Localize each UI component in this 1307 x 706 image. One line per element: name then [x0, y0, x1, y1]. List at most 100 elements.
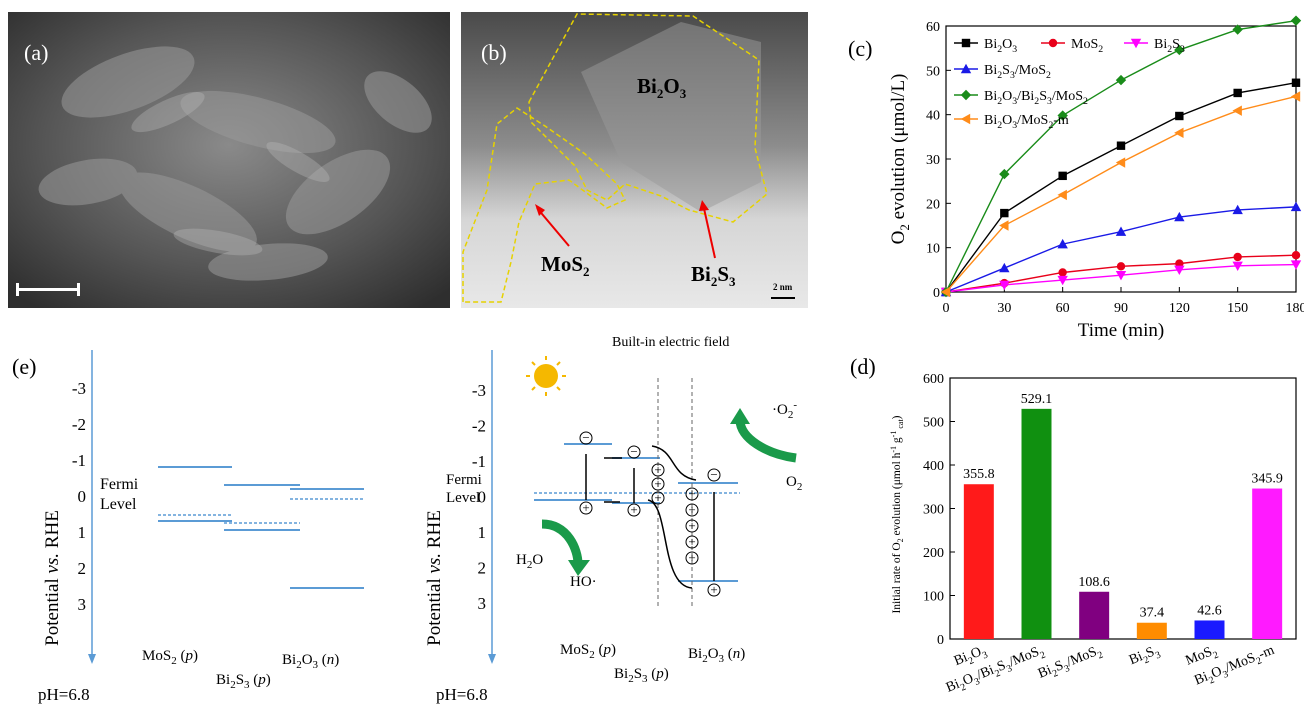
- data-point: [1130, 38, 1142, 49]
- band-alignment-diagram: (e) Potential vs. RHE -3 -2 -1 0 1 2 3 Fermi Le…: [12, 335, 802, 704]
- data-point: [1115, 226, 1127, 236]
- y-tick-label: 60: [926, 20, 940, 35]
- y-tick-label: 500: [923, 416, 944, 431]
- data-point: [960, 89, 972, 101]
- x-tick-label: 90: [1114, 301, 1128, 316]
- svg-text:+: +: [654, 490, 661, 505]
- svg-text:+: +: [688, 550, 695, 565]
- x-tick-label: 60: [1056, 301, 1070, 316]
- oxidation-arrow: [541, 519, 583, 565]
- data-point: [1291, 78, 1301, 87]
- material-label-mos2-right: MoS2 (p): [560, 642, 616, 661]
- potential-tick-label: -2: [72, 415, 86, 434]
- data-point: [1290, 91, 1301, 102]
- data-point: [1048, 38, 1058, 48]
- y-tick-label: 30: [926, 153, 940, 168]
- series-bi2o3-mos2-m: [940, 91, 1301, 298]
- sem-image-panel: (a): [8, 12, 450, 308]
- data-point: [1232, 105, 1242, 116]
- x-tick-label: 120: [1169, 301, 1190, 316]
- plot-frame: [949, 377, 1297, 640]
- y-tick-label: 400: [923, 459, 944, 474]
- tem-arrows: [535, 200, 795, 299]
- potential-tick-label: -3: [72, 379, 86, 398]
- legend-label: Bi2O3/Bi2S3/MoS2: [984, 89, 1088, 107]
- potential-tick-label: 3: [478, 594, 487, 613]
- data-point: [1000, 208, 1009, 218]
- data-point: [1057, 189, 1067, 201]
- bar-value-label: 42.6: [1197, 603, 1222, 618]
- svg-text:−: −: [710, 467, 717, 482]
- y-tick-label: 0: [933, 286, 940, 301]
- series-bi2s3-mos2: [940, 201, 1302, 297]
- potential-tick-label: 0: [78, 487, 87, 506]
- x-tick-label: 180: [1286, 301, 1305, 316]
- bar: [1021, 408, 1052, 639]
- bar: [1194, 620, 1225, 639]
- panel-label-c: (c): [848, 36, 872, 61]
- axis-label-potential-right: Potential vs. RHE: [424, 510, 445, 646]
- material-label-bi2o3-right: Bi2O3 (n): [688, 646, 745, 665]
- legend-label: Bi2O3: [984, 37, 1017, 55]
- ph-label-right: pH=6.8: [436, 685, 488, 704]
- data-point: [999, 280, 1010, 291]
- panel-label-b: (b): [481, 40, 507, 65]
- plot-frame: [945, 25, 1297, 293]
- bar: [963, 484, 994, 639]
- svg-text:+: +: [654, 476, 661, 491]
- x-tick-label: Bi2S3: [1127, 643, 1163, 671]
- sem-texture: [8, 12, 450, 308]
- potential-tick-label: -2: [472, 417, 486, 436]
- data-point: [1057, 275, 1068, 286]
- species-ho: HO·: [570, 574, 597, 590]
- tem-scale-label: 2 nm: [773, 282, 793, 292]
- legend-label: MoS2: [1071, 37, 1103, 55]
- x-tick-label: 0: [943, 301, 950, 316]
- potential-tick-label: -1: [472, 452, 486, 471]
- x-tick-label: MoS2: [1184, 643, 1221, 672]
- y-tick-label: 600: [923, 372, 944, 387]
- svg-text:+: +: [582, 500, 589, 515]
- bar-value-label: 355.8: [963, 467, 995, 482]
- data-point: [961, 38, 971, 48]
- mos2-region-outline: [462, 107, 627, 303]
- bar-value-label: 345.9: [1251, 472, 1283, 487]
- tem-image-panel: (b) Bi2O3 MoS2 Bi2S3 2 nm: [461, 12, 808, 308]
- y-axis-label: Initial rate of O2 evolution (μmol h-1 g…: [889, 415, 905, 613]
- material-label-bi2s3-right: Bi2S3 (p): [614, 666, 669, 685]
- material-label-bi2s3-left: Bi2S3 (p): [216, 672, 271, 691]
- data-point: [1290, 15, 1302, 26]
- species-o2-radical: ·O2-: [772, 399, 797, 421]
- y-tick-label: 20: [926, 197, 940, 212]
- data-point: [960, 63, 972, 74]
- legend: Bi2O3 MoS2 Bi2S3 Bi2S3/MoS2 Bi2O3/Bi2S3/MoS2…: [954, 37, 1185, 131]
- o2-evolution-line-chart: 0 10 20 30 40 50 60 0 30 60 90 120 150 180 Time (min) O…: [848, 15, 1305, 341]
- series-line: [945, 19, 1297, 293]
- panel-label-a: (a): [24, 40, 49, 65]
- svg-text:−: −: [582, 430, 589, 445]
- potential-tick-label: 2: [78, 559, 87, 578]
- data-point: [1290, 260, 1302, 270]
- x-axis-label: Time (min): [1078, 320, 1164, 341]
- built-in-field-title: Built-in electric field: [612, 335, 729, 350]
- data-point: [1232, 261, 1243, 272]
- data-point: [999, 262, 1010, 273]
- fermi-level-label-right: Fermi Level: [446, 472, 482, 506]
- potential-tick-label: -1: [72, 451, 86, 470]
- panel-label-e: (e): [12, 354, 36, 379]
- material-label-bi2o3-left: Bi2O3 (n): [282, 652, 339, 671]
- x-tick-label: 30: [997, 301, 1011, 316]
- panel-label-d: (d): [850, 354, 876, 379]
- bar: [1136, 622, 1167, 639]
- data-point: [1115, 270, 1127, 281]
- legend-label: Bi2S3/MoS2: [984, 63, 1051, 81]
- series-bi2o3-bi2s3-mos2: [940, 15, 1302, 298]
- legend-label: Bi2O3/MoS2-m: [984, 113, 1069, 131]
- y-tick-label: 50: [926, 64, 940, 79]
- tem-label-bi2s3: Bi2S3: [691, 262, 736, 290]
- species-h2o: H2O: [516, 552, 543, 571]
- y-tick-label: 300: [923, 503, 944, 518]
- potential-tick-label: 2: [478, 559, 487, 578]
- bar-value-label: 37.4: [1140, 606, 1165, 621]
